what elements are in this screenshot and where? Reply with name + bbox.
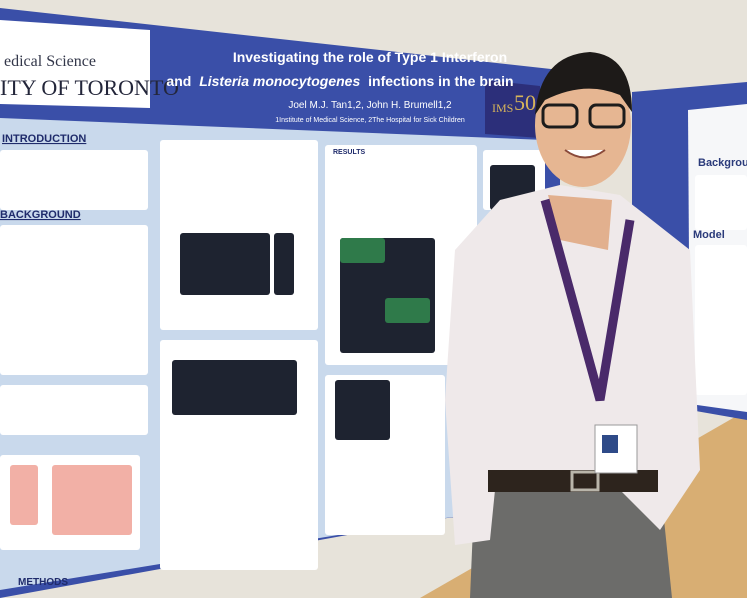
section-heading: INTRODUCTION	[2, 133, 86, 145]
glasses-right	[588, 103, 626, 129]
figure-panel	[0, 150, 148, 210]
side-heading: Background	[698, 157, 747, 169]
title-line2: and Listeria monocytogenes infections in…	[166, 73, 513, 89]
figure-panel	[0, 225, 148, 375]
authors: Joel M.J. Tan1,2, John H. Brumell1,2	[288, 100, 452, 111]
logo-line1: edical Science	[4, 53, 96, 70]
badge-number: 50	[514, 90, 536, 115]
person	[445, 52, 700, 598]
figure-panel	[695, 175, 747, 230]
microscopy-image	[274, 233, 294, 295]
diagram-cell	[52, 465, 132, 535]
glasses-left	[541, 103, 579, 129]
title-text: and	[166, 73, 191, 89]
fluorescence-image	[340, 238, 385, 263]
affiliations: 1Institute of Medical Science, 2The Hosp…	[275, 117, 465, 124]
id-photo	[602, 435, 618, 453]
neck	[548, 195, 612, 250]
section-heading: RESULTS	[333, 149, 365, 156]
belt-buckle	[570, 470, 600, 492]
microscopy-image	[172, 360, 297, 415]
fluorescence-image	[385, 298, 430, 323]
side-heading: Model	[693, 229, 725, 241]
microscopy-image	[180, 233, 270, 295]
logo-line2: ITY OF TORONTO	[0, 75, 179, 100]
badge-text: IMS	[492, 101, 513, 115]
ims-logo-box	[485, 80, 540, 138]
section-heading: METHODS	[18, 577, 68, 588]
species-name: Listeria monocytogenes	[199, 73, 360, 89]
university-logo-area	[0, 20, 150, 108]
microscopy-image	[340, 238, 435, 353]
section-heading: BACKGROUND	[0, 209, 81, 221]
microscopy-image	[335, 380, 390, 440]
hair	[535, 52, 632, 115]
title-line1: Investigating the role of Type 1 Interfe…	[233, 49, 507, 65]
figure-panel	[0, 385, 148, 435]
figure-panels	[0, 140, 747, 570]
trousers	[470, 480, 672, 598]
title-text: infections in the brain	[368, 73, 513, 89]
smile	[564, 149, 606, 159]
diagram-cell	[10, 465, 38, 525]
lanyard	[540, 198, 635, 402]
figure-panel	[695, 245, 747, 395]
